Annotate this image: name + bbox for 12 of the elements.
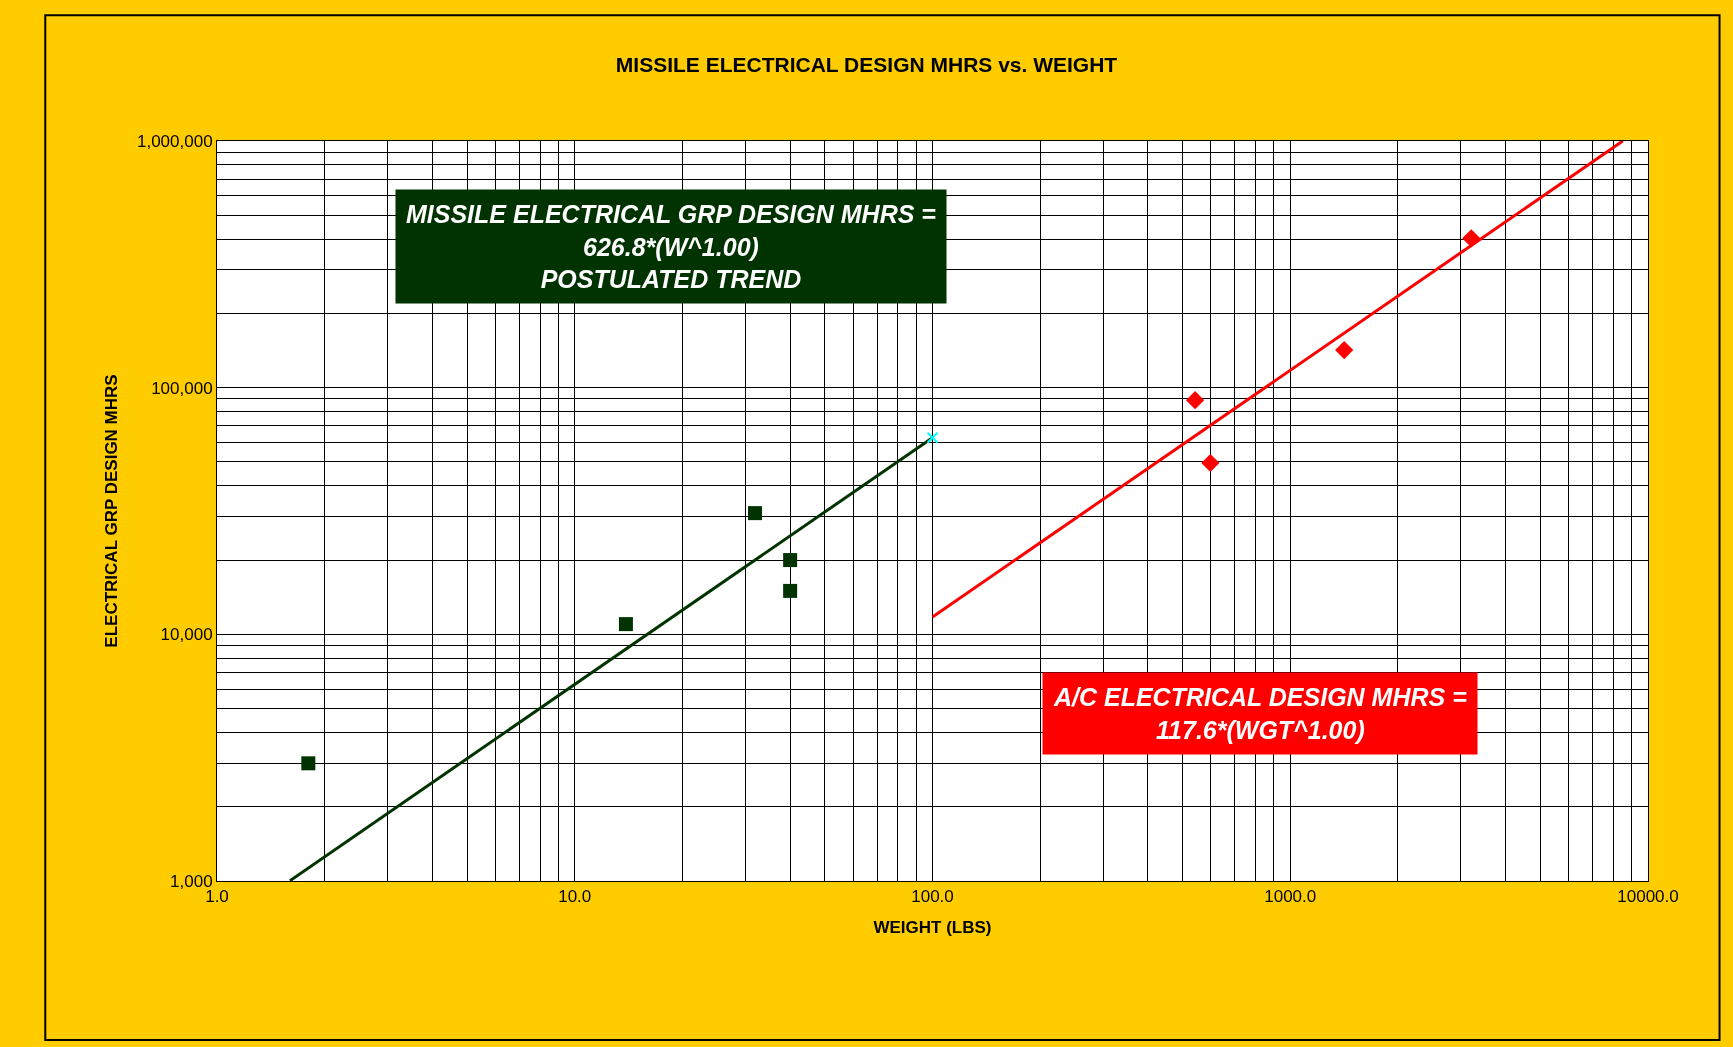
chart-title: MISSILE ELECTRICAL DESIGN MHRS vs. WEIGHT [615,53,1118,77]
y-tick-label: 1,000,000 [136,131,213,151]
x-tick-label: 100.0 [911,887,954,907]
y-tick-label: 10,000 [160,625,213,645]
x-tick-label: 10.0 [558,887,592,907]
annotation: MISSILE ELECTRICAL GRP DESIGN MHRS = 626.8*(W^1.00) POSTULATED TREND [406,200,937,293]
y-axis-title: ELECTRICAL GRP DESIGN MHRS [101,374,121,648]
x-tick-label: 10000.0 [1617,887,1679,907]
y-tick-label: 100,000 [151,378,213,398]
annotation: A/C ELECTRICAL DESIGN MHRS = 117.6*(WGT^1.00) [1053,683,1468,744]
x-tick-label: 1000.0 [1264,887,1317,907]
x-axis-title: WEIGHT (LBS) [873,917,992,937]
